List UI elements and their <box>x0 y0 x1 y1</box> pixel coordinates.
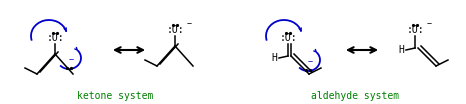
Text: −: − <box>69 56 74 64</box>
Text: ketone system: ketone system <box>77 91 153 101</box>
Text: H: H <box>398 45 404 55</box>
Text: −: − <box>186 20 192 28</box>
Text: −: − <box>426 20 432 28</box>
Text: :O:: :O: <box>166 25 184 35</box>
Text: :O:: :O: <box>279 33 297 43</box>
Text: aldehyde system: aldehyde system <box>311 91 399 101</box>
Text: :O:: :O: <box>46 33 64 43</box>
Text: −: − <box>308 58 313 66</box>
Text: :O:: :O: <box>406 25 424 35</box>
Text: H: H <box>271 53 277 63</box>
